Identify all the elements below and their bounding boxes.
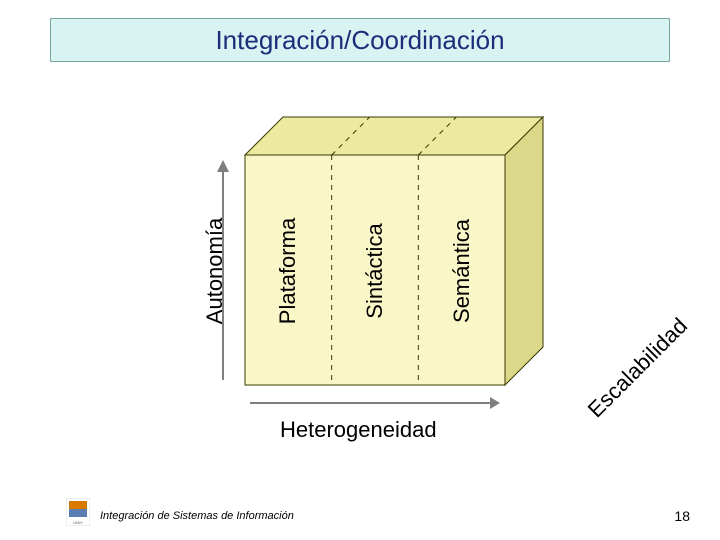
- axis-label-heterogeneity: Heterogeneidad: [280, 417, 437, 443]
- svg-text:UNIV: UNIV: [73, 520, 83, 525]
- university-logo: UNIV: [66, 498, 90, 526]
- title-bar: Integración/Coordinación: [50, 18, 670, 62]
- page-number: 18: [674, 508, 690, 524]
- cube-slice-label-semantica: Semántica: [449, 211, 475, 331]
- axis-arrow-heterogeneity: [250, 395, 502, 411]
- cube-slice-label-sintactica: Sintáctica: [362, 211, 388, 331]
- axis-label-scalability: Escalabilidad: [583, 313, 693, 423]
- footer-caption: Integración de Sistemas de Información: [100, 510, 294, 522]
- axis-arrow-autonomy: [217, 160, 229, 380]
- cube-slice-label-plataforma: Plataforma: [275, 211, 301, 331]
- page-title: Integración/Coordinación: [215, 25, 504, 56]
